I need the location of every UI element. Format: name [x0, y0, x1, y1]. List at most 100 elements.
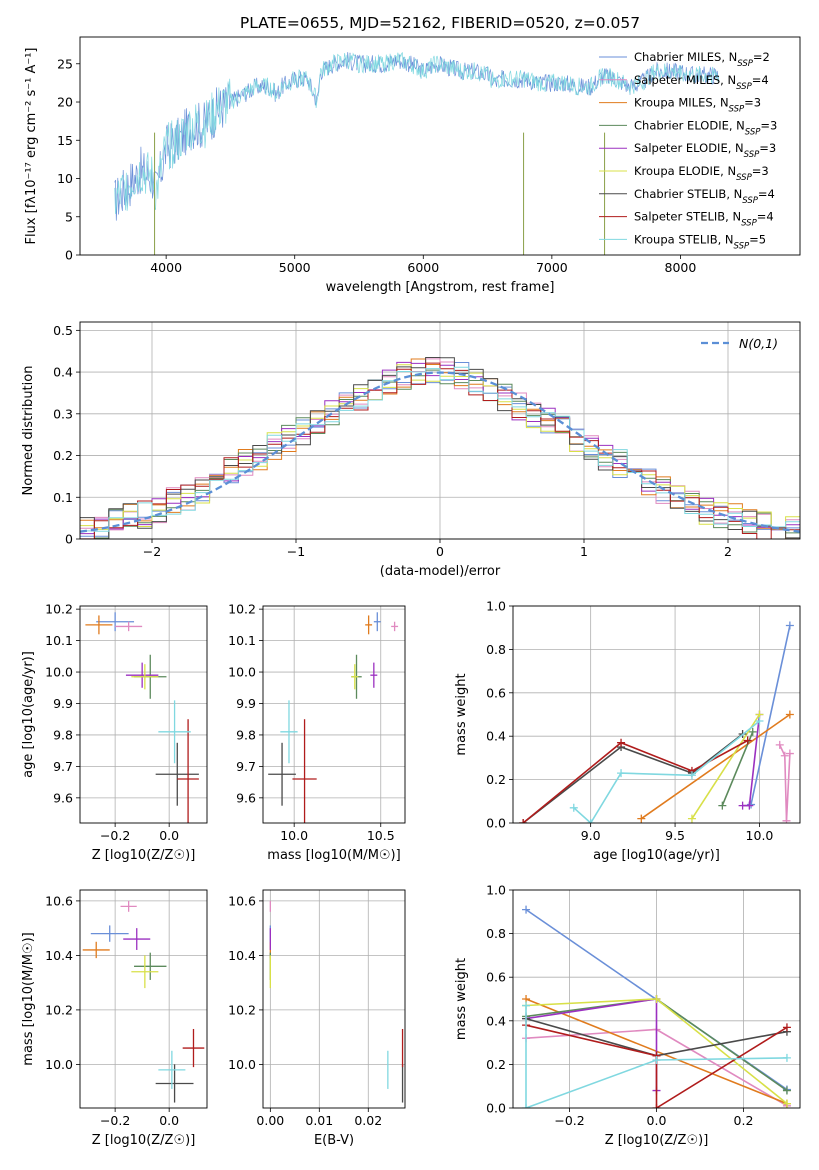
y-tick-label: 0.2	[53, 448, 73, 463]
y-tick-label: 9.7	[236, 759, 256, 774]
weight-marker	[745, 801, 754, 810]
axes-frame	[79, 321, 801, 540]
x-tick-label: 10.5	[367, 828, 395, 843]
y-tick-label: 9.6	[53, 790, 73, 805]
axes-frame	[512, 605, 801, 824]
axes-frame	[79, 605, 208, 824]
y-tick-label: 9.6	[236, 790, 256, 805]
legend-entry: Kroupa STELIB, NSSP=5	[634, 232, 766, 251]
weight-line	[778, 744, 791, 821]
x-tick-label: 5000	[279, 260, 311, 275]
weight-marker	[652, 995, 661, 1003]
x-tick-label: 2	[724, 544, 732, 559]
plot-marks	[268, 612, 399, 823]
x-tick-label: 0.0	[159, 828, 179, 843]
legend-entry: Kroupa ELODIE, NSSP=3	[634, 164, 769, 183]
weight-line	[525, 1005, 788, 1108]
x-tick-label: 0.01	[305, 1113, 333, 1128]
plot-marks	[114, 52, 720, 255]
weight-line	[691, 714, 761, 820]
plot-marks	[80, 357, 800, 539]
weight-marker	[782, 1053, 791, 1062]
weight-marker	[652, 1104, 661, 1108]
legend-entry: Salpeter ELODIE, NSSP=3	[634, 141, 776, 160]
weight-line	[750, 625, 791, 805]
x-tick-label: 6000	[407, 260, 439, 275]
y-tick-label: 9.9	[236, 696, 256, 711]
weight-marker	[522, 1104, 531, 1108]
weight-marker	[522, 1001, 531, 1010]
histogram-steps	[80, 366, 800, 539]
y-tick-label: 0.5	[53, 323, 73, 338]
spectrum-line	[114, 52, 720, 215]
x-tick-label: −2	[143, 544, 161, 559]
y-tick-label: 0.2	[486, 772, 506, 787]
weight-marker	[687, 814, 696, 823]
x-axis-label: mass [log10(M/M☉)]	[267, 848, 400, 863]
weight-marker	[782, 1086, 791, 1095]
y-tick-label: 0.8	[486, 642, 506, 657]
weight-marker	[785, 749, 794, 758]
x-axis-label: Z [log10(Z/Z☉)]	[605, 1133, 709, 1148]
weight-marker	[747, 800, 756, 809]
y-tick-label: 10.2	[45, 1002, 73, 1017]
y-tick-label: 15	[57, 133, 73, 148]
weight-marker	[743, 736, 752, 745]
y-tick-label: 10.2	[228, 602, 256, 617]
y-tick-label: 10.2	[45, 602, 73, 617]
weight-marker	[785, 710, 794, 719]
weight-marker	[748, 727, 757, 736]
x-tick-label: 0.0	[159, 1113, 179, 1128]
x-axis-label: Z [log10(Z/Z☉)]	[92, 1133, 196, 1148]
weight-marker	[785, 621, 794, 630]
x-tick-label: 0	[436, 544, 444, 559]
x-axis-label: E(B-V)	[314, 1133, 354, 1148]
y-tick-label: 10.6	[228, 893, 256, 908]
plot-area	[263, 890, 405, 1108]
plot-marks	[522, 905, 791, 1108]
y-tick-label: 0.1	[53, 490, 73, 505]
x-axis-label: (data-model)/error	[380, 564, 501, 579]
legend-entry: Chabrier ELODIE, NSSP=3	[634, 118, 777, 137]
y-tick-label: 9.8	[236, 727, 256, 742]
normal-curve	[80, 371, 800, 533]
y-tick-label: 20	[57, 95, 73, 110]
y-tick-label: 10.1	[45, 633, 73, 648]
x-tick-label: −0.2	[554, 1113, 584, 1128]
y-tick-label: 10.4	[45, 948, 73, 963]
x-tick-label: 0.02	[354, 1113, 382, 1128]
age-vs-mass-panel: 10.0 10.5 9.6 9.7 9.8 9.9 10.0 10.1 10.2 mass [lo…	[228, 602, 406, 863]
weight-marker	[718, 801, 727, 810]
y-tick-label: 1.0	[486, 883, 506, 898]
weight-line	[522, 739, 749, 823]
y-tick-label: 10.0	[45, 1057, 73, 1072]
y-tick-label: 0.8	[486, 926, 506, 941]
residual-histogram-panel: −2 −1 0 1 2 0 0.1 0.2 0.3 0.4 0.5 (data-model)/erro…	[21, 321, 801, 579]
mass-vs-metallicity-panel: −0.2 0.0 10.0 10.2 10.4 10.6 Z [log10(Z/Z☉)] ma…	[21, 889, 208, 1148]
weight-line	[525, 1024, 788, 1108]
y-tick-label: 0.0	[486, 1101, 506, 1116]
x-tick-label: 7000	[536, 260, 568, 275]
weight-marker	[519, 819, 528, 823]
weight-marker	[782, 1023, 791, 1032]
plot-marks	[519, 621, 794, 823]
y-tick-label: 10.2	[228, 1002, 256, 1017]
weight-vs-metallicity-panel: −0.2 0.0 0.2 0.0 0.2 0.4 0.6 0.8 1.0 Z [log10(Z/Z…	[454, 883, 801, 1148]
axes-frame	[262, 889, 406, 1109]
y-axis-label: mass weight	[454, 673, 469, 755]
y-tick-label: 10	[57, 171, 73, 186]
y-tick-label: 0	[65, 248, 73, 263]
spectrum-panel: 4000 5000 6000 7000 8000 0 5 10 15 20 25 wavelength…	[24, 36, 801, 295]
axes-frame	[512, 889, 801, 1109]
y-axis-label: Normed distribution	[21, 366, 36, 496]
axes-frame	[79, 889, 208, 1109]
weight-vs-age-panel: 9.0 9.5 10.0 0.0 0.2 0.4 0.6 0.8 1.0 age [log10(a…	[454, 599, 801, 863]
y-tick-label: 0.4	[486, 1013, 506, 1028]
y-tick-label: 1.0	[486, 599, 506, 614]
plot-area	[263, 606, 405, 823]
histogram-steps	[80, 357, 800, 539]
weight-line	[640, 713, 791, 820]
x-axis-label: age [log10(age/yr)]	[593, 848, 720, 863]
y-tick-label: 25	[57, 56, 73, 71]
